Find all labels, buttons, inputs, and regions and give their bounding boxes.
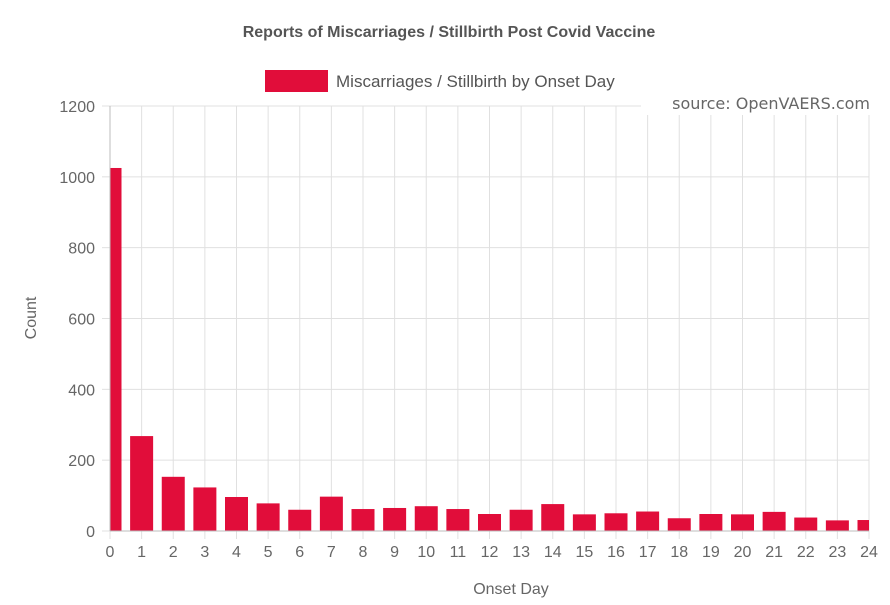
x-tick-label: 24 (860, 544, 878, 561)
bar-day-18[interactable] (667, 518, 691, 531)
chart-title: Reports of Miscarriages / Stillbirth Pos… (243, 24, 656, 41)
bar-day-13[interactable] (509, 509, 533, 531)
bar-day-10[interactable] (414, 506, 438, 531)
bar-day-22[interactable] (794, 517, 818, 531)
x-tick-label: 14 (544, 544, 562, 561)
bar-day-12[interactable] (478, 514, 501, 531)
x-tick-label: 1 (137, 544, 146, 561)
bar-day-20[interactable] (731, 514, 754, 531)
y-tick-label: 1000 (59, 170, 95, 187)
bar-day-4[interactable] (225, 497, 248, 531)
x-tick-label: 13 (512, 544, 530, 561)
bar-day-8[interactable] (351, 509, 375, 531)
bar-day-2[interactable] (161, 476, 185, 531)
bar-day-23[interactable] (825, 520, 849, 531)
x-tick-label: 15 (575, 544, 593, 561)
x-tick-label: 0 (106, 544, 115, 561)
x-tick-label: 17 (639, 544, 657, 561)
x-tick-label: 9 (390, 544, 399, 561)
x-tick-label: 16 (607, 544, 625, 561)
x-axis-title: Onset Day (473, 581, 549, 598)
bar-day-0[interactable] (110, 167, 122, 531)
x-axis-ticks: 0 1 2 3 4 5 6 7 8 9 10 11 12 13 14 15 16 17 18 19 20 21 22 23 24 (106, 544, 878, 561)
x-tick-label: 5 (264, 544, 273, 561)
x-tick-label: 18 (670, 544, 688, 561)
x-tick-label: 4 (232, 544, 241, 561)
source-note: source: OpenVAERS.com (672, 94, 870, 113)
x-tick-label: 20 (734, 544, 752, 561)
y-tick-label: 800 (68, 241, 95, 258)
x-tick-label: 12 (481, 544, 499, 561)
x-tick-label: 21 (765, 544, 783, 561)
y-tick-label: 1200 (59, 99, 95, 116)
bar-day-7[interactable] (319, 496, 343, 531)
y-axis-title: Count (23, 296, 40, 339)
bar-day-1[interactable] (130, 436, 154, 531)
gridlines (102, 105, 870, 539)
bar-day-5[interactable] (256, 503, 280, 531)
source-note-background (641, 89, 871, 115)
bar-day-6[interactable] (288, 509, 312, 531)
x-tick-label: 23 (828, 544, 846, 561)
bar-day-3[interactable] (193, 487, 217, 531)
x-tick-label: 10 (417, 544, 435, 561)
axes (109, 106, 869, 532)
bar-day-11[interactable] (446, 509, 470, 531)
bar-day-14[interactable] (541, 504, 565, 531)
bar-day-17[interactable] (636, 511, 660, 531)
x-tick-label: 11 (450, 544, 467, 561)
x-tick-label: 6 (295, 544, 304, 561)
bar-day-15[interactable] (572, 514, 596, 531)
x-tick-label: 2 (169, 544, 178, 561)
x-tick-label: 19 (702, 544, 720, 561)
x-tick-label: 7 (327, 544, 336, 561)
y-tick-label: 0 (86, 524, 95, 541)
y-tick-label: 600 (68, 312, 95, 329)
bar-day-9[interactable] (383, 507, 407, 531)
legend-swatch[interactable] (265, 70, 328, 92)
x-tick-label: 3 (200, 544, 209, 561)
bar-day-21[interactable] (762, 511, 786, 531)
bars (110, 167, 870, 531)
bar-day-19[interactable] (699, 514, 723, 531)
x-tick-label: 8 (359, 544, 368, 561)
y-tick-label: 200 (68, 453, 95, 470)
bar-day-16[interactable] (604, 513, 628, 531)
bar-day-24[interactable] (857, 520, 870, 531)
x-tick-label: 22 (797, 544, 815, 561)
y-axis-ticks: 0 200 400 600 800 1000 1200 (59, 99, 95, 541)
y-tick-label: 400 (68, 382, 95, 399)
legend-label[interactable]: Miscarriages / Stillbirth by Onset Day (336, 72, 615, 91)
